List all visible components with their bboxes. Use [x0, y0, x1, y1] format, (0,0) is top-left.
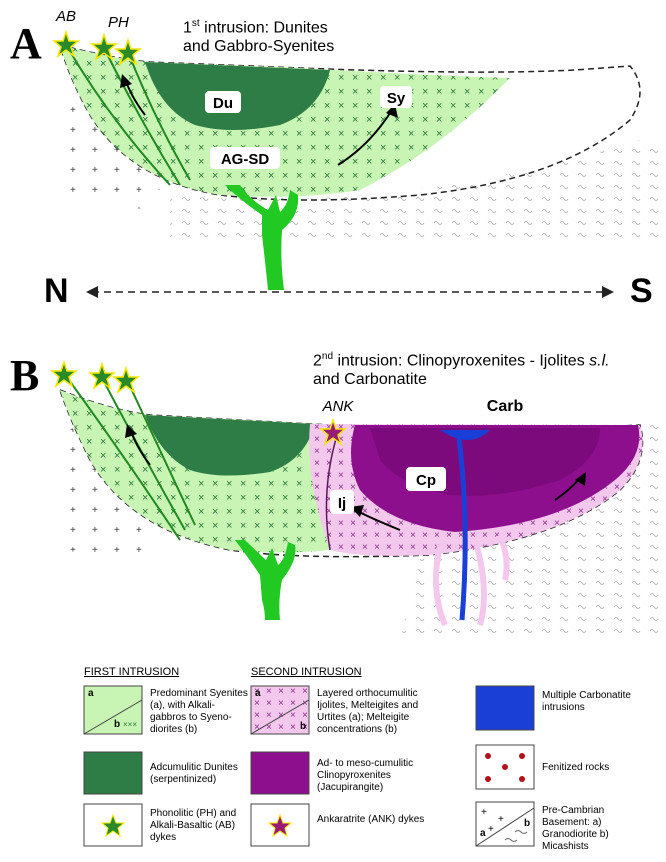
label-carb-b: Carb — [487, 398, 524, 415]
label-ij-b: Ij — [338, 495, 346, 512]
ank-dyke-b — [325, 431, 339, 551]
feeder-dyke-b — [235, 540, 296, 620]
legend-header-second: SECOND INTRUSION — [251, 666, 362, 678]
legend-text-phab: Phonolitic (PH) and Alkali-Basaltic (AB)… — [150, 808, 237, 843]
legend-text-carbonatite: Multiple Carbonatite intrusions — [542, 690, 631, 713]
panel-a-title-num: 1 — [183, 19, 192, 37]
star-icon — [51, 29, 143, 67]
panel-a-title: 1st intrusion: Dunites and Gabbro-Syenit… — [183, 14, 334, 56]
legend-basement-a: a — [480, 828, 486, 839]
label-ank-b: ANK — [322, 398, 355, 415]
legend-text-syenites: Predominant Syenites (a), with Alkali-ga… — [150, 688, 248, 735]
panel-b-title-num: 2 — [313, 352, 322, 370]
legend-header-first: FIRST INTRUSION — [84, 666, 180, 678]
ijolite-feeder-b — [433, 533, 510, 627]
label-sy-a: Sy — [387, 90, 406, 107]
panel-b-title-line2: and Carbonatite — [313, 371, 427, 389]
legend-text-ank: Ankaratrite (ANK) dykes — [317, 814, 425, 825]
svg-text:×××: ××× — [123, 720, 137, 729]
direction-south: S — [630, 272, 653, 310]
ank-star-icon — [318, 417, 348, 447]
label-cp-b: Cp — [416, 472, 436, 489]
label-ab-a: AB — [56, 8, 77, 25]
legend-swatch-basement — [475, 801, 535, 847]
label-agsd-a: AG-SD — [221, 151, 270, 168]
granodiorite-host-a — [60, 80, 160, 210]
panel-b-title-italic: s.l. — [589, 352, 610, 370]
legend-swatch-carbonatite — [475, 685, 535, 731]
legend-syenites-b: b — [114, 719, 121, 730]
label-du-a: Du — [213, 95, 233, 112]
panel-b-title-rest: intrusion: Clinopyroxenites - Ijolites — [333, 352, 590, 370]
legend-syenites-a: a — [88, 688, 94, 699]
legend-swatch-clinopyroxenites — [250, 751, 310, 795]
legend-swatch-syenites — [83, 685, 143, 735]
svg-text:+: + — [498, 814, 504, 825]
flow-arrow-a2 — [337, 109, 393, 166]
legend-text-clinopyroxenites: Ad- to meso-cumulitic Clinopyroxenites (… — [317, 758, 414, 793]
svg-text:+: + — [481, 807, 487, 818]
panel-b-diagram: Cp Ij Carb ANK — [49, 359, 662, 640]
panel-letter-b: B — [10, 351, 40, 400]
direction-north: N — [44, 272, 69, 310]
panel-a-title-rest: intrusion: Dunites — [199, 19, 328, 37]
dunite-body-b — [145, 415, 315, 476]
label-ph-a: PH — [108, 14, 129, 31]
panel-b-title-sup: nd — [321, 351, 334, 362]
legend-basement-b: b — [524, 818, 531, 829]
legend-text-fenitized: Fenitized rocks — [542, 762, 610, 773]
phab-dykes-a — [67, 47, 191, 186]
panel-a-title-line2: and Gabbro-Syenites — [183, 38, 335, 56]
carbonatite-cap-b — [440, 430, 490, 440]
legend-ijolites-a: a — [255, 688, 261, 699]
svg-text:+: + — [488, 824, 494, 835]
panel-a-diagram: Du Sy AG-SD — [51, 29, 660, 290]
panel-b-title: 2nd intrusion: Clinopyroxenites - Ijolit… — [313, 347, 610, 389]
legend-ijolites-b: b — [300, 721, 307, 732]
panel-letter-a: A — [10, 19, 42, 68]
legend-swatch-dunites — [83, 751, 143, 795]
legend-text-ijolites: Layered orthocumulitic Ijolites, Melteig… — [317, 688, 419, 735]
legend-text-basement: Pre-Cambrian Basement: a) Granodiorite b… — [542, 805, 609, 852]
north-south-arrow — [86, 286, 614, 298]
star-icon — [49, 359, 141, 395]
carbonatite-dyke-b — [455, 429, 468, 621]
granodiorite-host-b — [60, 410, 150, 560]
panel-a-title-sup: st — [191, 18, 200, 29]
feeder-dyke-a — [225, 185, 299, 290]
legend-swatches: ××× + + + — [83, 685, 535, 847]
legend-text-dunites: Adcumulitic Dunites (serpentinized) — [150, 762, 238, 785]
